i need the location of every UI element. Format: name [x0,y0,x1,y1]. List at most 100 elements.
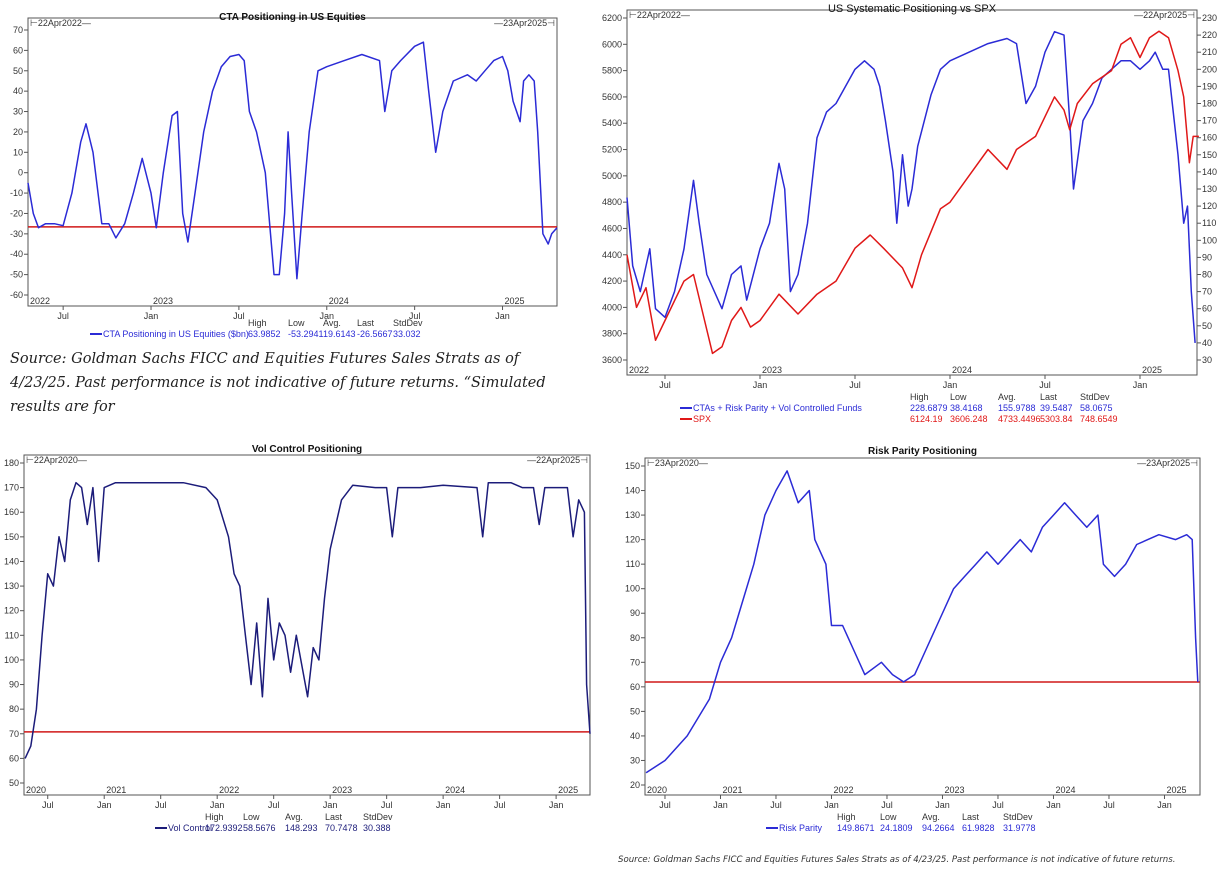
y-tick-label: 60 [13,45,23,55]
x-tick-label: Jul [881,800,893,810]
chart-title: Vol Control Positioning [252,444,362,455]
y-tick-label: 100 [625,584,640,594]
x-tick-label: Jul [268,800,280,810]
x-tick-label: Jul [849,380,861,390]
x-tick-label: Jul [57,311,69,321]
y-right-tick-label: 100 [1202,235,1217,245]
y-tick-label: 120 [625,535,640,545]
y-right-tick-label: 210 [1202,47,1217,57]
stats-header: Low [288,318,305,328]
x-tick-label: Jan [935,800,950,810]
x-tick-label: Jan [436,800,451,810]
stats-value: 172.9392 [205,823,243,833]
stats-value: 94.2664 [922,823,955,833]
x-tick-label: Jan [1157,800,1172,810]
x-tick-label: Jul [770,800,782,810]
year-tick-label: 2024 [445,785,465,795]
y-tick-label: 40 [13,86,23,96]
year-tick-label: 2022 [629,365,649,375]
y-tick-label: 5400 [602,118,622,128]
x-tick-label: Jan [1133,380,1148,390]
y-tick-label: 70 [9,729,19,739]
x-tick-label: Jan [1046,800,1061,810]
year-tick-label: 2022 [833,785,853,795]
year-tick-label: 2025 [1166,785,1186,795]
stats-header: Last [325,812,343,822]
y-right-tick-label: 180 [1202,99,1217,109]
year-tick-label: 2023 [153,296,173,306]
y-right-tick-label: 80 [1202,270,1212,280]
y-tick-label: 80 [9,704,19,714]
x-tick-label: Jan [824,800,839,810]
start-date-label: ⊢22Apr2020— [26,455,87,465]
start-date-label: ⊢22Apr2022— [30,18,91,28]
x-tick-label: Jul [1103,800,1115,810]
series-line-risk-parity [645,470,1199,774]
stats-header: StdDev [1003,812,1033,822]
year-tick-label: 2025 [505,296,525,306]
year-tick-label: 2023 [944,785,964,795]
y-right-tick-label: 40 [1202,338,1212,348]
year-tick-label: 2020 [26,785,46,795]
start-date-label: ⊢22Apr2022— [629,10,690,20]
x-tick-label: Jul [233,311,245,321]
year-tick-label: 2025 [1142,365,1162,375]
stats-header: Low [950,392,967,402]
stats-value: 39.5487 [1040,403,1073,413]
x-tick-label: Jan [713,800,728,810]
y-right-tick-label: 140 [1202,167,1217,177]
series-line-vol-control [24,481,591,759]
y-tick-label: 150 [625,461,640,471]
stats-header: High [837,812,856,822]
y-tick-label: 170 [4,483,19,493]
x-tick-label: Jan [97,800,112,810]
y-right-tick-label: 120 [1202,201,1217,211]
start-date-label: ⊢23Apr2020— [647,458,708,468]
stats-value: 33.032 [393,329,421,339]
x-tick-label: Jan [495,311,510,321]
y-tick-label: 60 [9,753,19,763]
stats-header: StdDev [1080,392,1110,402]
stats-value: 38.4168 [950,403,983,413]
y-tick-label: 140 [4,556,19,566]
y-right-tick-label: 70 [1202,287,1212,297]
y-right-tick-label: 30 [1202,355,1212,365]
chart-3: Vol Control Positioning ⊢22Apr2020— —22Apr… [4,444,591,833]
y-tick-label: 140 [625,486,640,496]
stats-header: Last [357,318,375,328]
x-tick-label: Jan [943,380,958,390]
y-tick-label: 70 [630,657,640,667]
x-tick-label: Jul [494,800,506,810]
stats-header: High [248,318,267,328]
y-tick-label: 10 [13,147,23,157]
y-tick-label: 110 [626,559,640,569]
source-note-bottom: Source: Goldman Sachs FICC and Equities … [618,855,1176,865]
y-tick-label: 90 [9,680,19,690]
y-tick-label: 50 [9,778,19,788]
stats-header: High [910,392,929,402]
x-tick-label: Jan [210,800,225,810]
plot-area [27,17,558,307]
y-tick-label: 30 [630,755,640,765]
stats-value: 58.5676 [243,823,276,833]
series-line-cta-positioning-in-us-equities-bn- [27,41,558,280]
y-tick-label: 3800 [602,329,622,339]
stats-value: 3606.248 [950,414,988,424]
y-tick-label: 4800 [602,197,622,207]
stats-value: 30.388 [363,823,391,833]
stats-value: 748.6549 [1080,414,1118,424]
year-tick-label: 2020 [647,785,667,795]
stats-value: 148.293 [285,823,318,833]
y-tick-label: -60 [10,290,23,300]
legend-label: SPX [693,414,711,424]
year-tick-label: 2021 [106,785,126,795]
y-tick-label: 120 [4,606,19,616]
y-right-tick-label: 110 [1202,218,1216,228]
stats-value: 70.7478 [325,823,358,833]
y-tick-label: 20 [630,780,640,790]
y-tick-label: 4400 [602,250,622,260]
y-tick-label: 3600 [602,355,622,365]
year-tick-label: 2024 [952,365,972,375]
x-tick-label: Jan [753,380,768,390]
